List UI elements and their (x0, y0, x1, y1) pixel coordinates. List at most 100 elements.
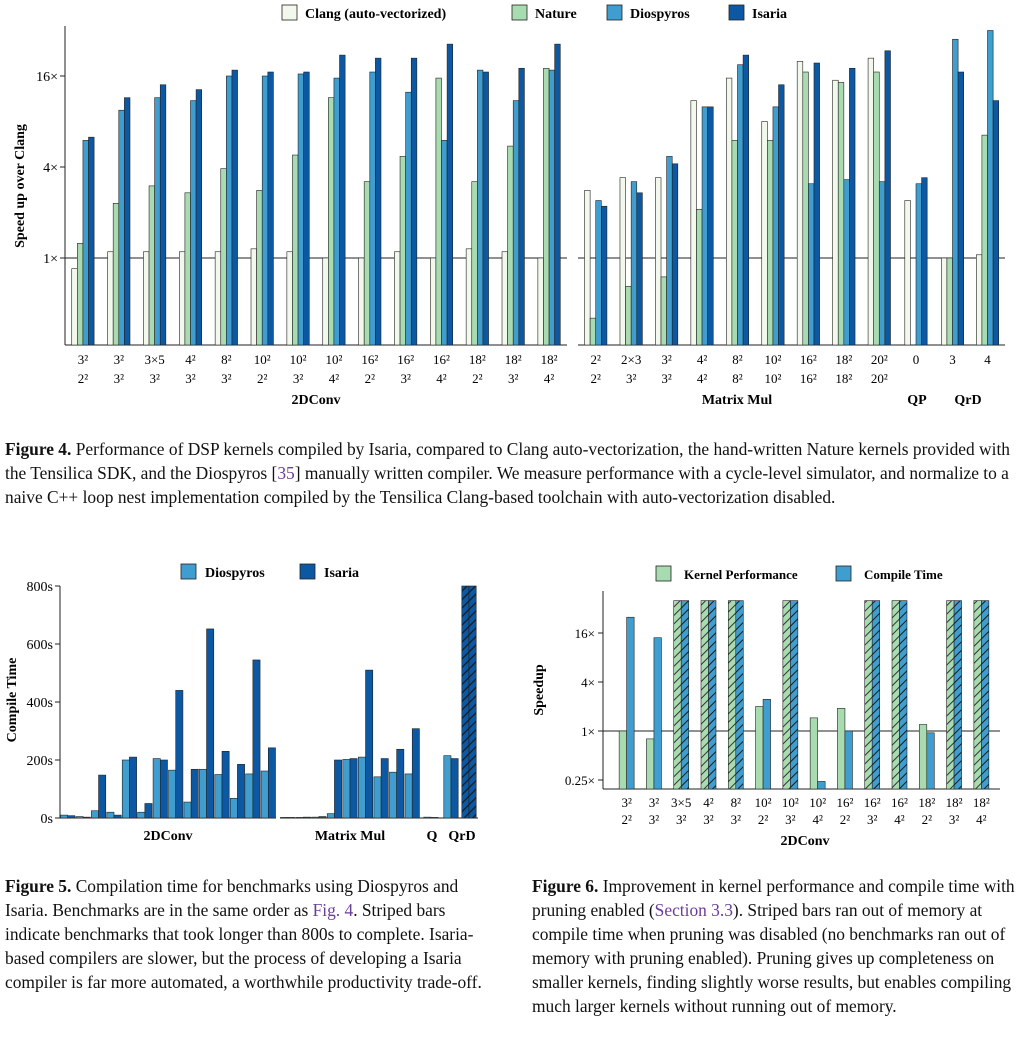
x-tick-label: 3² (703, 812, 714, 827)
bar-kernel-performance (673, 600, 682, 790)
figure-5-legend: Diospyros Isaria (180, 563, 359, 581)
x-tick-label: 2² (472, 371, 483, 386)
bar-isaria (339, 54, 346, 346)
bar-isaria (231, 69, 238, 346)
bar-kernel-performance (946, 600, 955, 790)
x-tick-label: 18² (505, 352, 522, 367)
bar-kernel-performance (864, 600, 873, 790)
bar-isaria (252, 659, 261, 819)
bar-isaria (410, 57, 418, 346)
bar-nature (220, 168, 227, 346)
bar-compile-time (708, 600, 717, 790)
bar-isaria (82, 816, 91, 819)
bar-clang-auto-vectorized- (465, 248, 473, 346)
legend-swatch (835, 565, 852, 582)
bar-clang-auto-vectorized- (143, 251, 150, 346)
bar-diospyros (987, 30, 994, 346)
x-tick-label: 10² (290, 352, 307, 367)
bar-kernel-performance (782, 600, 791, 790)
bar-isaria (267, 71, 274, 346)
bar-compile-time (953, 600, 962, 790)
bar-diospyros (843, 179, 850, 346)
bar-diospyros (91, 810, 99, 819)
x-tick-label: 2×3 (621, 352, 641, 367)
x-tick-label: 3² (508, 371, 519, 386)
bar-isaria (671, 163, 679, 346)
bar-nature (625, 285, 632, 346)
bar-diospyros (183, 801, 192, 819)
figure-6-y-axis-label: Speedup (532, 664, 547, 716)
legend-label: Isaria (752, 7, 787, 22)
x-tick-label: 10² (325, 352, 342, 367)
bar-nature (660, 276, 667, 346)
bar-isaria (206, 628, 215, 819)
bar-isaria (129, 756, 137, 819)
x-tick-label: 16² (800, 352, 817, 367)
bar-diospyros (260, 770, 269, 819)
x-tick-label: 3² (293, 371, 304, 386)
bar-isaria (884, 50, 891, 346)
figure-6-x-labels: 3² 2² 3² 3² 3×5 3² 4² 3² 8² 3² 10² 2² 10² 3² 10² 4² 16² 2… (621, 795, 989, 849)
x-tick-label: 3² (626, 371, 637, 386)
bar-clang-auto-vectorized- (690, 100, 697, 346)
bar-diospyros (595, 200, 602, 346)
bar-clang-auto-vectorized- (322, 257, 329, 346)
bar-diospyros (137, 811, 146, 819)
figure-4-caption-text: Performance of DSP kernels compiled by I… (5, 439, 1010, 483)
y-tick-label: 1× (581, 724, 595, 739)
bar-clang-auto-vectorized- (71, 268, 78, 346)
x-tick-label: 16² (800, 371, 817, 386)
x-tick-label: 4² (185, 352, 196, 367)
figure-4-chart: Clang (auto-vectorized) Nature Diospyros Is… (13, 4, 1005, 408)
figure-5-figure-link[interactable]: Fig. 4 (312, 900, 354, 920)
x-tick-label: 3² (731, 812, 742, 827)
x-tick-label: 3² (676, 812, 687, 827)
x-tick-label: 8² (732, 371, 743, 386)
legend-label: Isaria (324, 566, 359, 581)
bar-kernel-performance (755, 706, 764, 790)
bar-clang-auto-vectorized- (107, 251, 114, 346)
bar-diospyros (297, 73, 304, 346)
x-tick-label: 18² (469, 352, 486, 367)
x-tick-label: 3² (649, 812, 660, 827)
bar-clang-auto-vectorized- (867, 57, 874, 346)
bar-diospyros (369, 71, 376, 346)
bar-clang-auto-vectorized- (796, 61, 804, 346)
x-tick-label: 16² (836, 795, 853, 810)
bar-isaria (430, 817, 439, 819)
bar-clang-auto-vectorized- (725, 77, 733, 346)
x-group-label: QP (907, 393, 927, 408)
bar-diospyros (199, 768, 207, 819)
x-tick-label: 3² (649, 795, 660, 810)
figure-6-section-link[interactable]: Section 3.3 (654, 900, 733, 920)
y-tick-label: 1× (43, 252, 58, 267)
bar-diospyros (630, 181, 638, 346)
figure-5-x-labels: 2DConv Matrix Mul Q QrD (143, 829, 475, 844)
bar-diospyros (915, 183, 922, 346)
legend-label: Kernel Performance (684, 567, 798, 582)
bar-isaria (380, 758, 389, 819)
bar-diospyros (245, 773, 254, 819)
x-tick-label: 10² (764, 352, 781, 367)
bar-clang-auto-vectorized- (179, 251, 186, 346)
bar-nature (873, 71, 880, 346)
bar-isaria (636, 192, 643, 346)
bar-nature (256, 190, 263, 346)
x-tick-label: 2² (922, 812, 933, 827)
x-group-label: 2DConv (143, 829, 192, 844)
bar-diospyros (229, 797, 238, 819)
x-group-label: QrD (448, 829, 475, 844)
bar-isaria (554, 43, 561, 346)
bar-isaria (221, 751, 230, 819)
bar-nature (837, 82, 845, 346)
bar-isaria (195, 89, 203, 346)
figure-4-citation-link[interactable]: 35 (277, 463, 295, 483)
bar-diospyros (121, 759, 130, 819)
figure-6-caption: Figure 6. Improvement in kernel performa… (532, 874, 1020, 1018)
figure-4-bars (71, 30, 999, 346)
bar-diospyros (772, 106, 779, 346)
x-tick-label: 16² (864, 795, 881, 810)
bar-diospyros (443, 755, 452, 819)
y-tick-label: 800s (27, 580, 53, 595)
bar-diospyros (333, 77, 340, 346)
